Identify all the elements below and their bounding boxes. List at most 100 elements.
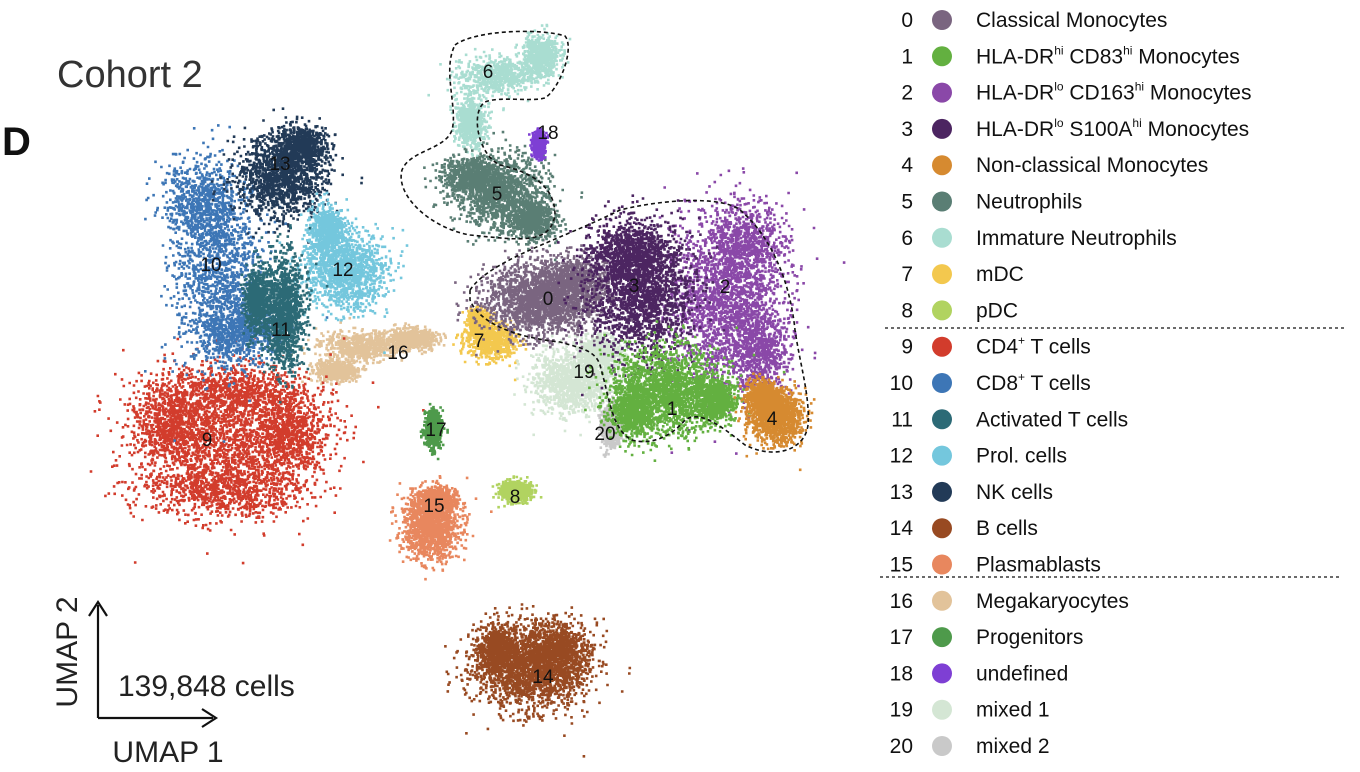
legend-item-11: 11 Activated T cells (891, 408, 1128, 431)
legend-number: 18 (890, 662, 913, 685)
legend-label: CD4+ T cells (976, 334, 1091, 359)
cluster-2-points (632, 167, 846, 455)
legend-swatch (932, 590, 952, 611)
legend-label: Neutrophils (976, 191, 1082, 214)
cluster-label-13: 13 (269, 154, 290, 175)
legend-item-5: 5 Neutrophils (901, 191, 1082, 214)
cluster-label-19: 19 (573, 362, 594, 383)
legend-item-20: 20 mixed 2 (890, 735, 1050, 758)
legend-label-pre: CD8 (976, 372, 1018, 395)
cluster-11-cloud (239, 224, 329, 404)
legend-number: 5 (901, 191, 913, 214)
legend-swatch (932, 227, 952, 248)
legend-label: Prol. cells (976, 445, 1067, 468)
legend-label-sup2: hi (1123, 43, 1132, 57)
cluster-8-points (491, 475, 543, 509)
legend-item-13: 13 NK cells (890, 481, 1053, 504)
cluster-9-points (89, 333, 425, 565)
cluster-6-points (427, 23, 572, 158)
legend-number: 0 (901, 9, 913, 32)
monocyte-outline (469, 199, 810, 453)
legend-item-10: 10 CD8+ T cells (890, 370, 1091, 395)
cluster-12-cloud (277, 191, 409, 354)
legend-swatch (932, 736, 952, 756)
legend-swatch (932, 118, 952, 139)
cluster-3-cloud (557, 194, 726, 432)
legend-swatch (932, 300, 952, 321)
legend-label-post: Monocytes (1132, 45, 1239, 68)
legend-item-3: 3 HLA-DRlo S100Ahi Monocytes (901, 116, 1249, 141)
legend-swatch (932, 518, 952, 539)
cluster-7-points (452, 304, 528, 382)
legend-label-sup1: lo (1054, 116, 1064, 130)
cluster-label-7: 7 (474, 331, 485, 352)
cluster-16-points (290, 316, 447, 386)
legend-label-pre: CD4 (976, 336, 1018, 359)
cluster-8-cloud (491, 475, 543, 509)
cluster-label-10: 10 (200, 255, 221, 276)
legend-swatch (932, 554, 952, 575)
legend-item-6: 6 Immature Neutrophils (901, 227, 1176, 250)
cluster-label-15: 15 (423, 496, 444, 517)
cell-count: 139,848 cells (118, 670, 295, 703)
legend-number: 3 (901, 118, 913, 141)
cluster-15-cloud (388, 475, 493, 581)
legend-label: Non-classical Monocytes (976, 154, 1208, 177)
legend-label: Megakaryocytes (976, 590, 1129, 613)
legend-swatch (932, 627, 952, 648)
cluster-15-points (388, 475, 493, 581)
legend-label-sup1: lo (1054, 80, 1064, 94)
legend-swatch (932, 82, 952, 103)
legend-label: Progenitors (976, 626, 1083, 649)
legend-swatch (932, 663, 952, 684)
cluster-6-cloud (427, 23, 572, 158)
cluster-label-20: 20 (594, 424, 615, 445)
legend-label-sup2: hi (1132, 116, 1141, 130)
legend-swatch (932, 699, 952, 720)
cluster-label-5: 5 (492, 184, 503, 205)
cluster-4-points (733, 372, 816, 472)
legend-number: 2 (901, 82, 913, 105)
legend-item-0: 0 Classical Monocytes (901, 9, 1167, 32)
legend-number: 16 (890, 590, 913, 613)
cluster-1-cloud (584, 320, 786, 462)
legend-number: 7 (901, 263, 913, 286)
cluster-10-points (144, 124, 329, 443)
legend-label: Activated T cells (976, 408, 1128, 431)
legend-item-1: 1 HLA-DRhi CD83hi Monocytes (901, 43, 1239, 68)
legend-label-mid: CD83 (1064, 45, 1124, 68)
legend-label: mDC (976, 263, 1024, 286)
legend-number: 15 (890, 554, 913, 577)
legend-label-pre: HLA-DR (976, 82, 1054, 105)
y-axis-arrow (88, 599, 108, 617)
legend-swatch (932, 481, 952, 502)
cluster-label-9: 9 (202, 430, 213, 451)
legend-label: mixed 2 (976, 735, 1050, 758)
cohort-title: Cohort 2 (57, 54, 203, 96)
legend-item-9: 9 CD4+ T cells (901, 334, 1090, 359)
legend-label-mid: S100A (1064, 118, 1133, 141)
legend-label-sup1: hi (1054, 43, 1063, 57)
legend-number: 20 (890, 735, 913, 758)
legend-swatch (932, 191, 952, 212)
cluster-14-cloud (444, 603, 632, 758)
legend-label-sup1: + (1018, 370, 1025, 384)
legend-swatch (932, 10, 952, 30)
cluster-5-points (423, 130, 584, 262)
legend-item-8: 8 pDC (901, 299, 1018, 322)
cluster-label-2: 2 (720, 277, 731, 298)
cluster-label-0: 0 (543, 289, 554, 310)
legend-number: 1 (901, 45, 913, 68)
legend-label-pre: HLA-DR (976, 45, 1054, 68)
dashed-outlines (400, 30, 810, 453)
legend-number: 14 (890, 517, 914, 540)
cluster-label-16: 16 (387, 343, 408, 364)
cluster-1-points (584, 320, 786, 462)
legend-swatch (932, 264, 952, 285)
cluster-label-3: 3 (629, 276, 640, 297)
cluster-label-11: 11 (271, 320, 291, 341)
cluster-label-1: 1 (667, 399, 678, 420)
legend-swatch (932, 155, 952, 176)
